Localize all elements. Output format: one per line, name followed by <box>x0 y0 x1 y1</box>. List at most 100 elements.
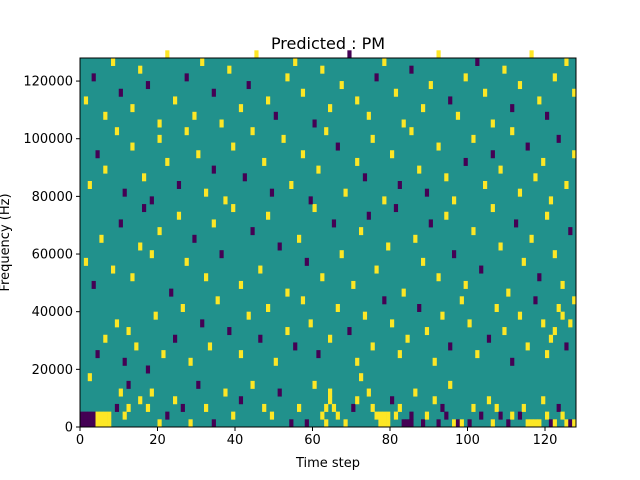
heatmap-cell <box>331 219 337 228</box>
heatmap-cell <box>440 403 445 412</box>
x-tick-label: 40 <box>227 433 244 448</box>
heatmap-cell <box>269 188 275 197</box>
heatmap-cell <box>192 234 197 243</box>
heatmap-cell <box>390 150 395 159</box>
heatmap-cell <box>95 411 100 420</box>
y-tick-label: 20000 <box>32 363 73 378</box>
heatmap-cell <box>293 342 298 351</box>
chart-title: Predicted : PM <box>271 34 385 53</box>
heatmap-cell <box>355 357 360 366</box>
heatmap-cell <box>227 327 232 336</box>
heatmap-cell <box>339 250 344 259</box>
heatmap-cell <box>362 173 368 182</box>
heatmap-cell <box>405 419 410 428</box>
heatmap-cell <box>312 119 317 128</box>
heatmap-cell <box>510 357 515 366</box>
y-axis-label: Frequency (Hz) <box>0 193 13 291</box>
heatmap-cell <box>444 211 449 220</box>
heatmap-cell <box>432 396 437 405</box>
heatmap-cell <box>91 73 96 82</box>
heatmap-cell <box>126 403 131 412</box>
heatmap-cell <box>370 342 375 351</box>
heatmap-cell <box>397 181 402 189</box>
heatmap-cell <box>572 419 577 428</box>
heatmap-cell <box>173 96 178 105</box>
heatmap-cell <box>223 196 228 205</box>
heatmap-cell <box>238 104 244 113</box>
heatmap-cell <box>494 304 499 312</box>
heatmap-cell <box>517 411 523 420</box>
y-tick-label: 40000 <box>32 305 73 320</box>
y-tick-label: 120000 <box>23 75 73 90</box>
heatmap-cell <box>169 288 174 297</box>
heatmap-cell <box>269 411 275 420</box>
heatmap-cell <box>138 242 143 251</box>
heatmap-cell <box>483 88 488 97</box>
heatmap-cell <box>560 411 565 420</box>
heatmap-cell <box>351 403 356 412</box>
heatmap-cell <box>483 181 488 189</box>
heatmap-cell <box>564 181 569 189</box>
heatmap-cell <box>200 58 205 66</box>
heatmap-cell <box>266 211 271 220</box>
heatmap-cell <box>328 334 333 343</box>
heatmap-cell <box>428 219 433 228</box>
heatmap-cell <box>428 81 433 90</box>
heatmap-cell <box>184 257 189 266</box>
heatmap-cell <box>452 419 457 428</box>
heatmap-cell <box>219 119 224 128</box>
heatmap-cell <box>149 388 154 397</box>
heatmap-cell <box>355 396 360 405</box>
heatmap-cell <box>324 127 329 136</box>
heatmap-cell <box>297 403 302 412</box>
heatmap-cell <box>328 396 333 405</box>
heatmap-cell <box>452 250 457 259</box>
heatmap-cell <box>556 134 561 143</box>
heatmap-cell <box>393 88 399 97</box>
heatmap-cell <box>238 350 244 359</box>
heatmap-cell <box>343 188 348 197</box>
heatmap-cell <box>421 257 426 266</box>
heatmap-cell <box>300 150 306 159</box>
heatmap-cell <box>502 65 507 74</box>
heatmap-cell <box>541 319 546 328</box>
heatmap-cell <box>103 411 108 420</box>
heatmap-cells <box>80 50 577 428</box>
heatmap-cell <box>525 342 530 351</box>
heatmap-cell <box>285 288 290 297</box>
heatmap-cell <box>149 196 154 205</box>
heatmap-cell <box>107 419 112 428</box>
heatmap-cell <box>262 157 267 166</box>
heatmap-cell <box>541 157 546 166</box>
heatmap-cell <box>157 227 162 236</box>
heatmap-cell <box>378 419 383 428</box>
heatmap-cell <box>374 411 379 420</box>
heatmap-cell <box>211 419 216 428</box>
heatmap-cell <box>138 396 143 405</box>
heatmap-cell <box>83 411 89 420</box>
heatmap-cell <box>157 134 162 143</box>
heatmap-cell <box>227 65 232 74</box>
heatmap-cell <box>219 250 224 259</box>
x-tick-label: 20 <box>149 433 166 448</box>
heatmap-cell <box>355 157 360 166</box>
x-tick-label: 60 <box>304 433 321 448</box>
plot-frame <box>79 57 577 428</box>
heatmap-cell <box>370 403 375 412</box>
heatmap-cell <box>517 188 523 197</box>
heatmap-cell <box>545 411 550 420</box>
plot-area <box>79 50 577 428</box>
heatmap-cell <box>335 142 340 151</box>
heatmap-cell <box>111 265 116 274</box>
heatmap-cell <box>510 127 515 136</box>
heatmap-cell <box>455 419 461 428</box>
heatmap-cell <box>312 204 317 213</box>
heatmap-cell <box>362 311 368 320</box>
heatmap-cell <box>479 265 484 274</box>
heatmap-cell <box>510 104 515 113</box>
heatmap-cell <box>510 411 515 420</box>
heatmap-cell <box>421 104 426 113</box>
heatmap-cell <box>83 419 89 428</box>
heatmap-cell <box>475 350 480 359</box>
